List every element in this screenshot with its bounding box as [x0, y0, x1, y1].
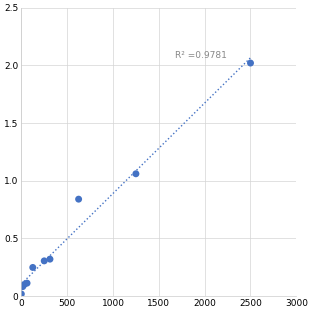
Point — [248, 61, 253, 66]
Point — [76, 197, 81, 202]
Point — [134, 171, 139, 176]
Point — [42, 258, 47, 263]
Point — [20, 284, 25, 289]
Point — [30, 265, 35, 270]
Text: R² =0.9781: R² =0.9781 — [175, 51, 227, 60]
Point — [19, 291, 24, 296]
Point — [25, 280, 30, 285]
Point — [47, 257, 52, 262]
Point — [22, 282, 27, 287]
